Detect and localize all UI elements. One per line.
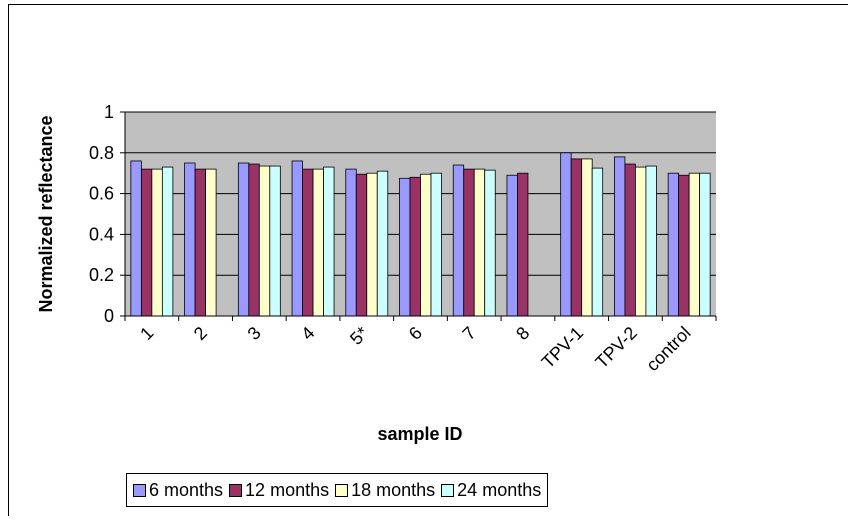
bar-6-months-5*: [345, 168, 357, 317]
bar-18-months-TPV-1: [581, 158, 593, 317]
legend-label: 12 months: [245, 479, 330, 500]
y-tick-label: 0.8: [89, 143, 114, 163]
x-tick-label: TPV-1: [538, 323, 588, 373]
bar-18-months-control: [688, 172, 701, 317]
x-tick-label: 5*: [346, 323, 372, 349]
bar-12-months-TPV-2: [624, 163, 636, 317]
legend-item: 24 months: [441, 480, 541, 501]
bar-12-months-5*: [355, 173, 368, 317]
bar-24-months-control: [699, 172, 711, 317]
bar-12-months-3: [248, 163, 260, 317]
x-tick-label: 2: [190, 323, 211, 344]
bar-24-months-3: [269, 165, 281, 317]
x-tick-label: 1: [136, 323, 157, 344]
legend-swatch: [335, 483, 349, 497]
bar-24-months-1: [161, 166, 174, 317]
bar-12-months-4: [302, 168, 314, 317]
bar-6-months-3: [237, 162, 250, 317]
x-tick-label: control: [642, 323, 694, 375]
legend-swatch: [441, 483, 455, 497]
y-tick-label: 0.6: [89, 184, 114, 204]
bar-12-months-6: [409, 176, 421, 317]
bar-6-months-control: [667, 172, 680, 317]
x-axis-label: sample ID: [377, 424, 462, 444]
x-tick-labels: 1 2 3 4 5* 6 7 8 TPV-1 TPV-2 control: [136, 323, 694, 375]
x-tick-label: 8: [512, 323, 533, 344]
bar-6-months-1: [130, 160, 142, 317]
bar-18-months-7: [473, 168, 486, 317]
bar-6-months-4: [291, 160, 303, 317]
bar-24-months-5*: [376, 170, 389, 317]
bar-18-months-1: [151, 168, 163, 317]
bar-6-months-TPV-1: [560, 152, 572, 317]
chart-frame: [8, 4, 848, 516]
bar-18-months-6: [420, 173, 432, 317]
bar-18-months-TPV-2: [635, 166, 647, 317]
legend-label: 24 months: [457, 479, 542, 500]
bar-24-months-4: [323, 166, 335, 317]
x-tick-label: 3: [244, 323, 265, 344]
bar-6-months-7: [452, 164, 465, 317]
x-tick-label: TPV-2: [591, 323, 641, 373]
bars: [130, 152, 711, 317]
bar-12-months-8: [517, 172, 529, 317]
bar-18-months-3: [258, 165, 271, 317]
bar-12-months-2: [194, 168, 206, 317]
legend-item: 6 months: [133, 480, 223, 501]
bar-6-months-2: [184, 162, 196, 317]
y-tick-label: 0.4: [89, 224, 114, 244]
y-axis-label: Normalized reflectance: [36, 115, 56, 312]
axes: [120, 111, 717, 321]
bar-24-months-7: [484, 169, 496, 317]
bar-24-months-6: [430, 172, 442, 317]
legend-item: 18 months: [335, 480, 435, 501]
bar-12-months-1: [140, 168, 153, 317]
bar-12-months-7: [463, 168, 475, 317]
legend-label: 6 months: [149, 479, 224, 500]
bar-12-months-control: [678, 174, 690, 317]
y-tick-labels: 0 0.2 0.4 0.6 0.8 1: [89, 102, 114, 326]
x-tick-label: 7: [459, 323, 480, 344]
legend-label: 18 months: [351, 479, 436, 500]
legend-swatch: [229, 483, 243, 497]
x-tick-label: 4: [297, 323, 318, 344]
bar-6-months-8: [506, 174, 518, 317]
legend-item: 12 months: [229, 480, 329, 501]
x-tick-label: 6: [405, 323, 426, 344]
y-tick-label: 0.2: [89, 265, 114, 285]
bar-6-months-TPV-2: [614, 156, 626, 317]
y-tick-label: 1: [104, 102, 114, 122]
bar-18-months-5*: [366, 172, 378, 317]
bar-24-months-TPV-2: [645, 165, 657, 317]
bar-12-months-TPV-1: [570, 158, 583, 317]
y-tick-label: 0: [104, 306, 114, 326]
bar-18-months-4: [312, 168, 324, 317]
bar-18-months-2: [205, 168, 217, 317]
bar-24-months-TPV-1: [591, 167, 604, 317]
legend: 6 months 12 months 18 months 24 months: [126, 473, 549, 507]
legend-swatch: [133, 483, 146, 497]
bar-6-months-6: [399, 177, 411, 317]
